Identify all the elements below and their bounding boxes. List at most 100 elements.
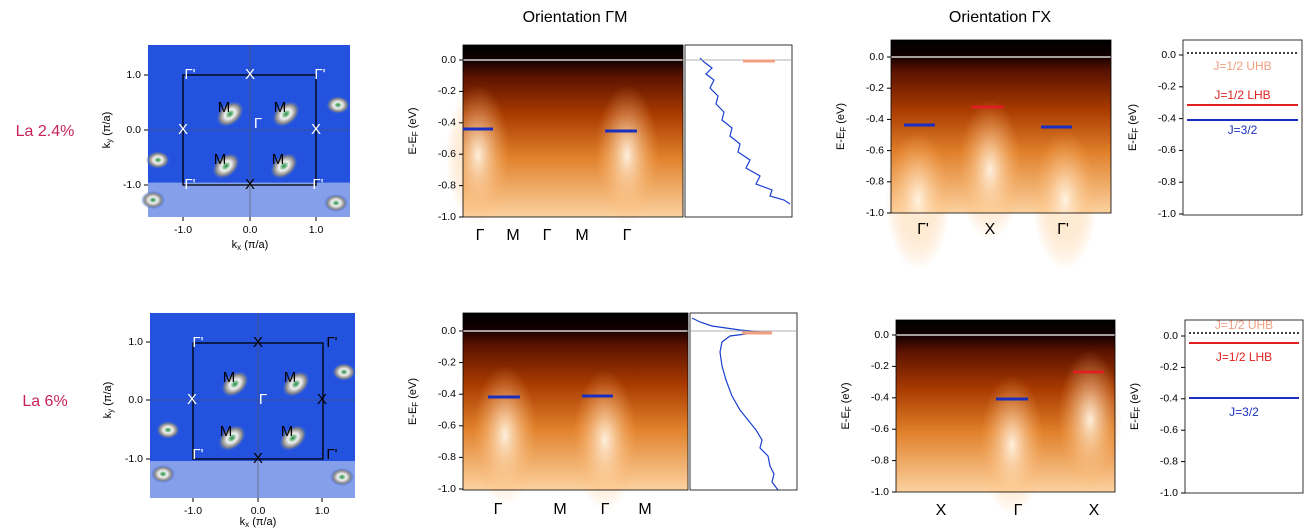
axis-label-base: k xyxy=(102,412,114,418)
label: -1.0 xyxy=(871,486,889,498)
label: -0.8 xyxy=(871,454,889,466)
label: -0.2 xyxy=(866,82,884,94)
label: 0.0 xyxy=(251,505,266,517)
label: -1.0 xyxy=(1160,487,1178,499)
label: -0.6 xyxy=(1158,144,1176,156)
label: Γ xyxy=(254,115,262,132)
pocket xyxy=(332,363,356,381)
pocket xyxy=(217,424,247,452)
axis-label: E-EF (eV) xyxy=(840,382,853,429)
label: 0.0 xyxy=(126,124,141,136)
frame xyxy=(462,44,684,218)
pocket xyxy=(146,151,170,169)
label: X xyxy=(187,391,197,408)
pocket xyxy=(215,100,245,128)
label: -0.8 xyxy=(1160,455,1178,467)
pocket xyxy=(324,194,348,212)
label: -0.2 xyxy=(871,360,889,372)
axis-label: kx (π/a) xyxy=(232,239,269,252)
pocket xyxy=(211,152,241,180)
band-glow xyxy=(595,85,659,225)
label: -0.4 xyxy=(438,117,456,129)
axis-label: E-EF (eV) xyxy=(407,378,420,425)
label: 0.0 xyxy=(243,224,258,236)
label: M xyxy=(638,501,651,518)
label: Γ' xyxy=(184,176,195,193)
label: M xyxy=(274,99,287,116)
label: Γ xyxy=(494,501,503,518)
label: X xyxy=(178,121,188,138)
pocket xyxy=(269,152,299,180)
label: Γ' xyxy=(314,66,325,83)
band-glow xyxy=(573,370,637,510)
label: -0.6 xyxy=(1160,424,1178,436)
label: Γ' xyxy=(326,446,337,463)
pocket xyxy=(141,191,165,209)
label: Γ' xyxy=(312,176,323,193)
fermi-map-fade xyxy=(150,461,355,498)
label: X xyxy=(253,334,263,351)
label: J=1/2 UHB xyxy=(1213,59,1271,73)
axis-label-unit: (eV) xyxy=(407,378,419,402)
label: -0.2 xyxy=(438,85,456,97)
axis-label-unit: (eV) xyxy=(840,382,852,406)
axis-label-unit: (π/a) xyxy=(249,516,276,528)
label: -1.0 xyxy=(125,453,143,465)
axis-label: kx (π/a) xyxy=(240,516,277,529)
label: -0.8 xyxy=(1158,176,1176,188)
axis-label-base: E-E xyxy=(835,132,847,150)
label: Γ' xyxy=(192,446,203,463)
label: 0.0 xyxy=(874,329,889,341)
axis-label-sub: F xyxy=(1133,407,1142,412)
label: X xyxy=(311,121,321,138)
label: 0.0 xyxy=(441,54,456,66)
label: M xyxy=(553,501,566,518)
label: X xyxy=(245,176,255,193)
axis-label-base: k xyxy=(240,516,246,528)
label: J=3/2 xyxy=(1229,405,1259,419)
label: 1.0 xyxy=(309,224,324,236)
label: M xyxy=(281,423,294,440)
band-glow xyxy=(980,375,1044,515)
label: M xyxy=(284,369,297,386)
axis-label-unit: (π/a) xyxy=(101,112,113,139)
label: 0.0 xyxy=(1161,49,1176,61)
label: -0.6 xyxy=(866,144,884,156)
axis-label-base: E-E xyxy=(1127,133,1139,151)
frame xyxy=(462,312,689,491)
axis-label-base: k xyxy=(101,142,113,148)
label: -0.6 xyxy=(871,423,889,435)
edc-frame xyxy=(689,312,798,491)
pocket xyxy=(278,424,308,452)
label: Γ xyxy=(1014,502,1023,519)
band-glow xyxy=(886,130,950,270)
label: -1.0 xyxy=(438,211,456,223)
axis-label-base: E-E xyxy=(1129,412,1141,430)
label: -0.4 xyxy=(866,113,884,125)
pocket xyxy=(281,370,311,398)
axis-label-unit: (π/a) xyxy=(102,382,114,409)
label: 0.0 xyxy=(1163,330,1178,342)
label: -1.0 xyxy=(184,505,202,517)
axis-label-sub: y xyxy=(106,409,115,413)
axis-label-sub: F xyxy=(411,402,420,407)
label: 0.0 xyxy=(869,51,884,63)
band-glow xyxy=(1033,130,1097,270)
column-title: Orientation ΓM xyxy=(523,9,628,26)
axis-label-base: E-E xyxy=(840,411,852,429)
label: -0.4 xyxy=(1158,112,1176,124)
label: X xyxy=(985,221,996,238)
frame xyxy=(890,39,1112,214)
label: Γ' xyxy=(192,334,203,351)
label: -0.2 xyxy=(1160,361,1178,373)
pocket xyxy=(326,96,350,114)
label: M xyxy=(506,227,519,244)
label: X xyxy=(1089,502,1100,519)
label: Γ xyxy=(476,227,485,244)
label: 0.0 xyxy=(441,325,456,337)
axis-label-unit: (eV) xyxy=(835,103,847,127)
axis-label-unit: (eV) xyxy=(1129,383,1141,407)
label: -1.0 xyxy=(174,224,192,236)
label: M xyxy=(272,151,285,168)
label: M xyxy=(575,227,588,244)
